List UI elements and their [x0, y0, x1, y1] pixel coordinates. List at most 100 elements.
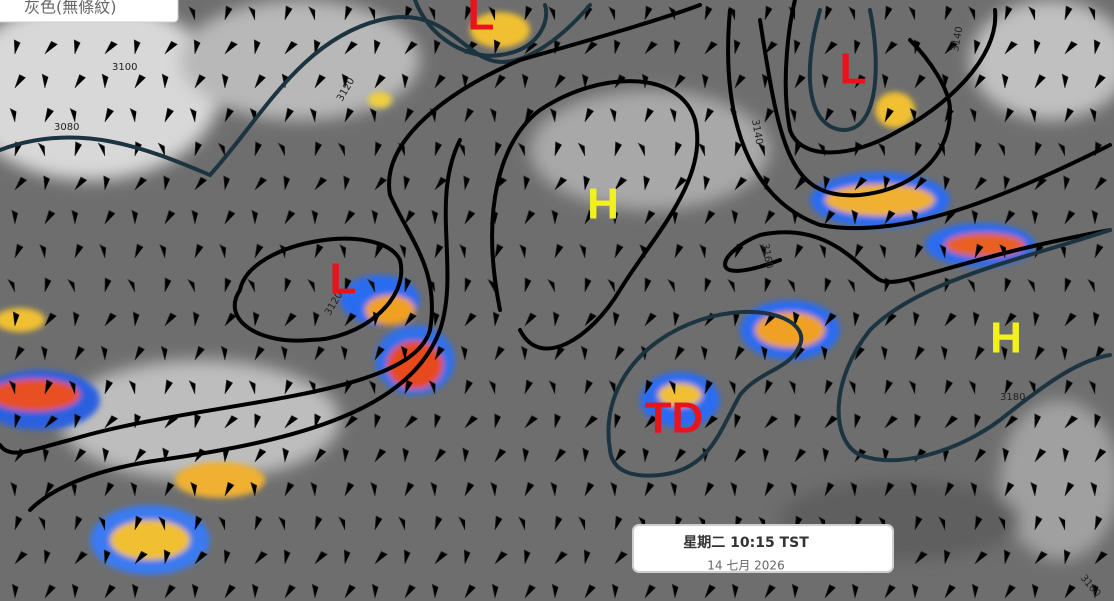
- wind-barb: [584, 379, 593, 395]
- wind-barb: [130, 481, 138, 497]
- wind-barb: [824, 584, 836, 599]
- wind-barb: [404, 481, 415, 497]
- wind-barb: [614, 515, 623, 531]
- wind-barb: [344, 210, 356, 225]
- wind-barb: [343, 549, 351, 565]
- wind-barb: [608, 380, 616, 395]
- wind-barb: [14, 176, 28, 191]
- wind-barb: [1064, 5, 1073, 21]
- wind-barb: [674, 345, 685, 361]
- wind-barb: [794, 243, 804, 259]
- wind-barb: [973, 39, 981, 55]
- wind-barb: [787, 278, 796, 293]
- wind-barb: [1064, 312, 1077, 327]
- wind-barb: [1004, 415, 1018, 429]
- wind-barb: [1034, 413, 1041, 429]
- wind-barb: [491, 583, 499, 599]
- wind-barb: [764, 5, 773, 21]
- wind-barb: [824, 107, 834, 123]
- wind-barb: [459, 244, 467, 259]
- wind-barb: [282, 447, 289, 463]
- pressure-systems: L L H L H TD: [330, 0, 1022, 443]
- wind-barb: [759, 244, 767, 259]
- wind-barb: [583, 549, 591, 565]
- wind-barb: [764, 379, 773, 395]
- wind-barb: [464, 210, 476, 225]
- wind-barb: [554, 413, 561, 429]
- wind-barb: [584, 481, 595, 497]
- wind-barb: [100, 345, 108, 361]
- wind-barb: [974, 448, 987, 463]
- wind-barb: [399, 244, 407, 259]
- wind-barb: [914, 345, 925, 361]
- wind-barb: [944, 415, 958, 429]
- wind-barb: [190, 481, 198, 497]
- wind-barb: [74, 345, 85, 361]
- wind-barb: [1094, 413, 1101, 429]
- wind-barb: [374, 74, 386, 89]
- wind-barb: [644, 415, 658, 429]
- wind-barb: [793, 39, 801, 55]
- wind-barb: [254, 515, 263, 531]
- wind-barb: [1058, 516, 1066, 531]
- wind-barb: [194, 345, 205, 361]
- system-label: TD: [645, 394, 704, 443]
- wind-barb: [1030, 481, 1038, 497]
- system-label: L: [468, 0, 495, 40]
- wind-barb: [734, 345, 745, 361]
- wind-barb: [704, 277, 712, 293]
- wind-barb: [44, 40, 58, 55]
- wind-barb: [674, 74, 686, 89]
- wind-barb: [849, 108, 857, 123]
- wind-barb: [584, 312, 597, 327]
- wind-barb: [434, 141, 442, 157]
- wind-barb: [1004, 584, 1016, 599]
- wind-barb: [1033, 39, 1041, 55]
- wind-barb: [283, 175, 290, 191]
- wind-barb: [914, 550, 928, 565]
- wind-barb: [160, 345, 168, 361]
- wind-barb: [164, 312, 177, 327]
- wind-barb: [248, 380, 256, 395]
- wind-barb: [914, 141, 922, 157]
- wind-barb: [637, 142, 646, 157]
- wind-barb: [704, 40, 718, 55]
- wind-barb: [819, 244, 827, 259]
- wind-barb: [374, 515, 383, 531]
- wind-barb: [644, 481, 655, 497]
- wind-barb: [672, 311, 680, 327]
- wind-barb: [74, 550, 88, 565]
- wind-barb: [74, 515, 83, 531]
- wind-barb: [104, 379, 113, 395]
- wind-barb: [764, 481, 775, 497]
- wind-barb: [1028, 380, 1036, 395]
- wind-barb: [517, 142, 526, 157]
- wind-barb: [344, 5, 353, 21]
- wind-barb: [341, 73, 349, 89]
- wind-barb: [914, 74, 926, 89]
- wind-barb: [974, 345, 985, 361]
- wind-barb: [284, 210, 296, 225]
- wind-barb: [644, 40, 658, 55]
- wind-barb: [644, 107, 654, 123]
- wind-barb: [1064, 277, 1072, 293]
- wind-barb: [910, 481, 918, 497]
- wind-barb: [580, 345, 588, 361]
- wind-barb: [314, 345, 325, 361]
- wind-barb: [704, 415, 718, 429]
- wind-barb: [494, 448, 507, 463]
- wind-barb: [1088, 380, 1096, 395]
- wind-barb: [74, 141, 82, 157]
- wind-barb: [1089, 108, 1097, 123]
- wind-barb: [14, 550, 28, 565]
- wind-barb: [523, 549, 531, 565]
- top-left-label: 灰色(無條紋): [0, 0, 179, 23]
- wind-barb: [104, 312, 117, 327]
- wind-barb: [494, 74, 506, 89]
- wind-barb: [850, 481, 858, 497]
- wind-barb: [669, 108, 677, 123]
- wind-barb: [131, 583, 139, 599]
- wind-barb: [794, 413, 801, 429]
- wind-barb: [1028, 6, 1036, 21]
- contour-label: 3100: [112, 62, 137, 73]
